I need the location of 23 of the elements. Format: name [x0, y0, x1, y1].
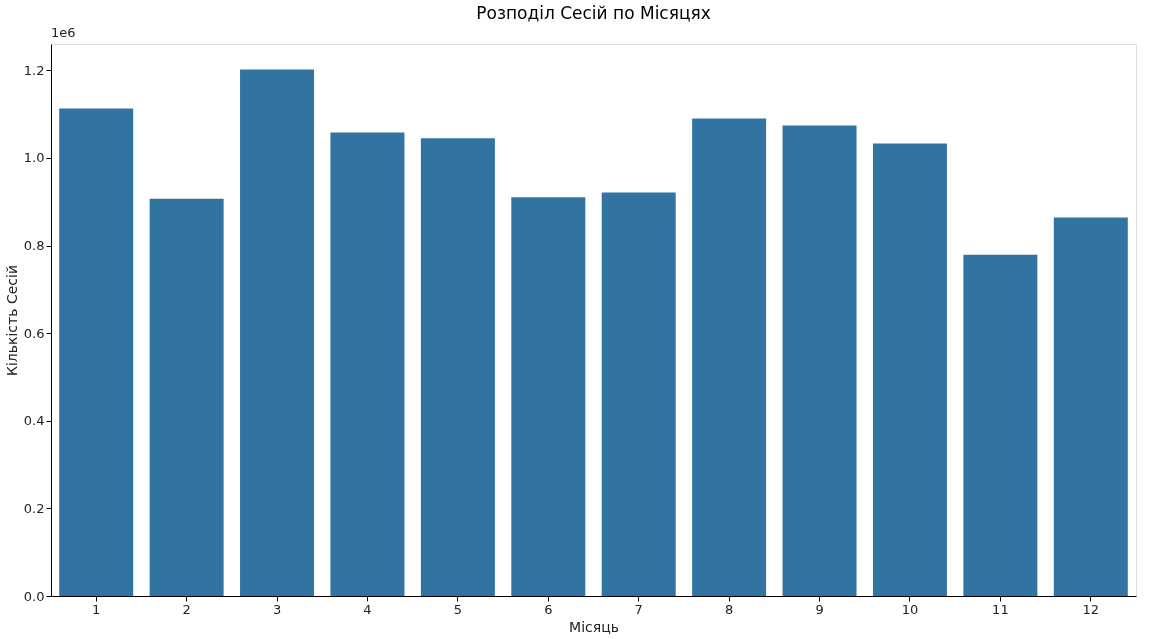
y-tick-label: 1.0: [23, 150, 45, 166]
x-tick-label: 12: [1082, 601, 1100, 617]
y-tick-label: 0.6: [23, 325, 45, 341]
x-tick-label: 9: [815, 601, 824, 617]
y-tick-label: 0.0: [23, 588, 45, 604]
chart-title: Розподіл Сесій по Місяцях: [476, 3, 711, 23]
x-tick-label: 2: [182, 601, 191, 617]
text: 1e6: [51, 25, 76, 40]
x-tick-label: 6: [544, 601, 553, 617]
x-tick-label: 11: [992, 601, 1009, 617]
x-tick-label: 4: [363, 601, 372, 617]
x-tick-label: 8: [724, 601, 734, 617]
x-tick-label: 3: [272, 601, 282, 617]
x-tick-label: 10: [901, 601, 919, 617]
y-tick-label: 0.4: [23, 413, 45, 429]
y-tick-label: 0.2: [23, 500, 45, 516]
x-tick-label: 7: [634, 601, 643, 617]
y-tick-label: 0.8: [23, 238, 45, 254]
x-tick-label: 1: [92, 601, 101, 617]
x-axis-title: Місяць: [569, 618, 619, 635]
y-tick-label: 1.2: [23, 62, 45, 78]
y-axis-title: Кількість Сесій: [3, 264, 20, 377]
x-tick-label: 5: [453, 601, 463, 617]
